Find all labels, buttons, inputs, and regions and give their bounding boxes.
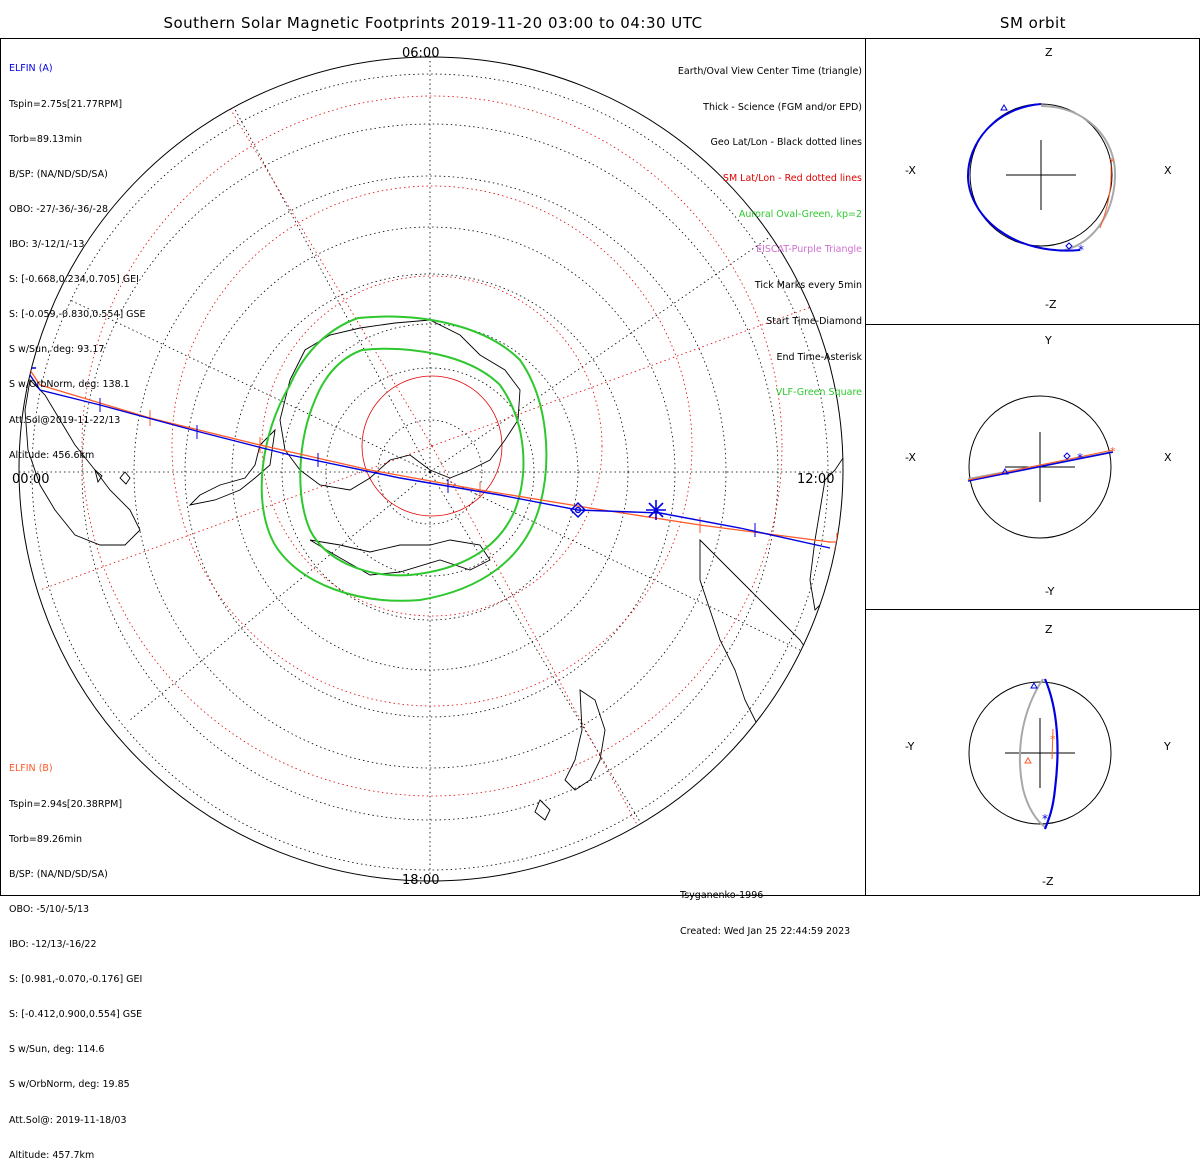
elfin-a-line: S w/OrbNorm, deg: 138.1 <box>9 379 130 391</box>
elfin-a-name: ELFIN (A) <box>9 63 53 75</box>
sm-latitude-grid <box>39 95 831 831</box>
orbit-elfin-b <box>967 449 1114 481</box>
hour-label-left: 00:00 <box>12 472 49 487</box>
view-triangle <box>1000 104 1008 111</box>
orbit-gray <box>1040 105 1117 252</box>
view-triangle <box>1001 468 1009 475</box>
sm-orbit-xy-plot: * * Y -Y -X X <box>905 334 1172 598</box>
axis-left: -X <box>905 451 916 464</box>
axis-top: Z <box>1045 623 1053 636</box>
map-boundary <box>18 56 844 882</box>
orbit-gray <box>1018 678 1046 828</box>
footer: Tsyganenko-1996 Created: Wed Jan 25 22:4… <box>680 866 850 950</box>
elfin-b-line: Att.Sol@: 2019-11-18/03 <box>9 1114 127 1126</box>
elfin-a-line: Tspin=2.75s[21.77RPM] <box>9 98 123 110</box>
auroral-oval <box>260 315 548 602</box>
start-diamond <box>1065 242 1073 250</box>
polar-footprint-map: 06:00 00:00 12:00 18:00 <box>12 46 844 888</box>
axis-right: Y <box>1163 740 1171 753</box>
elfin-a-line: IBO: 3/-12/1/-13 <box>9 238 85 250</box>
elfin-b-line: S w/Sun, deg: 114.6 <box>9 1044 105 1056</box>
orbit-elfin-a <box>1043 678 1059 830</box>
hour-label-right: 12:00 <box>797 472 834 487</box>
elfin-b-line: Altitude: 457.7km <box>9 1149 95 1161</box>
sm-orbit-title: SM orbit <box>999 14 1067 32</box>
elfin-b-line: Torb=89.26min <box>9 833 83 845</box>
elfin-b-info: ELFIN (B) Tspin=2.94s[20.38RPM] Torb=89.… <box>9 740 142 1173</box>
legend-item: SM Lat/Lon - Red dotted lines <box>722 172 862 184</box>
elfin-a-end-marker: * <box>1042 812 1048 826</box>
legend: Earth/Oval View Center Time (triangle) T… <box>678 42 862 411</box>
orbit-elfin-b <box>1099 165 1112 229</box>
axis-right: X <box>1164 164 1172 177</box>
axis-bottom: -Z <box>1045 298 1057 311</box>
legend-item: Tick Marks every 5min <box>754 280 862 292</box>
legend-item: Auroral Oval-Green, kp=2 <box>738 208 862 220</box>
elfin-b-line: S: [0.981,-0.070,-0.176] GEI <box>9 974 143 986</box>
elfin-a-line: Att.Sol@2019-11-22/13 <box>9 414 121 426</box>
elfin-b-view-triangle <box>1024 757 1032 764</box>
model-name: Tsyganenko-1996 <box>680 890 764 901</box>
legend-item: Thick - Science (FGM and/or EPD) <box>703 101 862 113</box>
elfin-b-line: IBO: -12/13/-16/22 <box>9 938 97 950</box>
elfin-a-line: S w/Sun, deg: 93.17 <box>9 344 105 356</box>
legend-item: End Time-Asterisk <box>776 351 862 363</box>
axis-top: Y <box>1044 334 1052 347</box>
elfin-a-line: OBO: -27/-36/-36/-28 <box>9 203 109 215</box>
view-triangle <box>1030 682 1038 689</box>
sm-orbit-yz-plot: * * Z -Z -Y Y <box>905 623 1171 888</box>
elfin-b-end-marker: * <box>1050 733 1056 746</box>
elfin-b-line: S w/OrbNorm, deg: 19.85 <box>9 1079 130 1091</box>
plot-title: Southern Solar Magnetic Footprints 2019-… <box>163 14 703 32</box>
elfin-a-line: S: [-0.668,0.234,0.705] GEI <box>9 274 139 286</box>
legend-item: Geo Lat/Lon - Black dotted lines <box>710 137 862 149</box>
axis-left: -Y <box>905 740 915 753</box>
sm-orbit-xz-plot: * * Z -Z -X X <box>905 46 1172 311</box>
axis-bottom: -Y <box>1045 585 1055 598</box>
elfin-a-line: Torb=89.13min <box>9 133 83 145</box>
legend-item: Start Time-Diamond <box>766 315 862 327</box>
elfin-b-line: B/SP: (NA/ND/SD/SA) <box>9 868 108 880</box>
sm-pole-circle <box>361 375 503 517</box>
elfin-b-end-marker: * <box>1109 156 1115 169</box>
start-diamond <box>1063 452 1071 460</box>
legend-item: EISCAT-Purple Triangle <box>756 244 862 256</box>
orbit-elfin-a <box>967 451 1114 482</box>
earth-circle <box>968 395 1112 539</box>
axis-top: Z <box>1045 46 1053 59</box>
legend-item: Earth/Oval View Center Time (triangle) <box>677 65 862 77</box>
elfin-a-line: S: [-0.059,-0.830,0.554] GSE <box>9 309 146 321</box>
hour-label-bottom: 18:00 <box>402 873 439 888</box>
orbit-elfin-b <box>1051 728 1054 760</box>
elfin-a-end-marker: * <box>1077 451 1083 465</box>
axis-right: X <box>1164 451 1172 464</box>
elfin-a-line: B/SP: (NA/ND/SD/SA) <box>9 168 108 180</box>
axis-bottom: -Z <box>1042 875 1054 888</box>
elfin-b-line: Tspin=2.94s[20.38RPM] <box>9 798 123 810</box>
elfin-a-end-asterisk <box>646 500 666 520</box>
elfin-b-name: ELFIN (B) <box>9 763 53 775</box>
legend-item: VLF-Green Square <box>775 387 862 399</box>
created-timestamp: Created: Wed Jan 25 22:44:59 2023 <box>680 926 851 937</box>
elfin-a-info: ELFIN (A) Tspin=2.75s[21.77RPM] Torb=89.… <box>9 40 146 473</box>
geo-latitude-grid <box>19 57 843 881</box>
axis-left: -X <box>905 164 916 177</box>
elfin-b-end-marker: * <box>1110 445 1116 458</box>
elfin-b-line: S: [-0.412,0.900,0.554] GSE <box>9 1009 143 1021</box>
orbit-elfin-a <box>966 103 1081 252</box>
elfin-a-end-marker: * <box>1078 243 1084 257</box>
elfin-a-line: Altitude: 456.6km <box>9 449 95 461</box>
elfin-b-line: OBO: -5/10/-5/13 <box>9 903 90 915</box>
hour-label-top: 06:00 <box>402 46 439 61</box>
